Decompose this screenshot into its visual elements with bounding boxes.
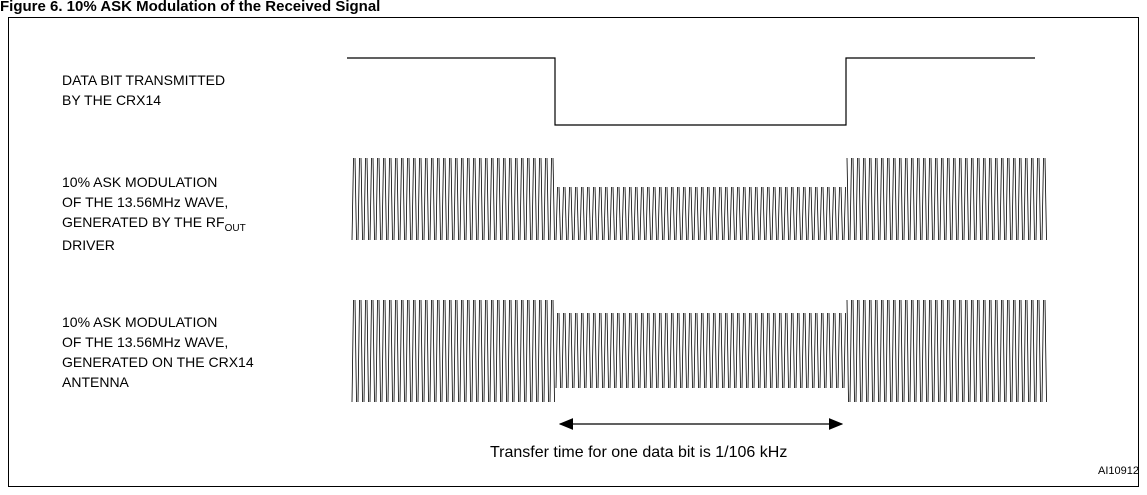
- data-bit-label-line-1: DATA BIT TRANSMITTED: [62, 72, 226, 88]
- rf-out-carrier-waveform: [351, 157, 1047, 241]
- rf-out-label-line-1: 10% ASK MODULATION: [62, 174, 218, 190]
- data-bit-waveform: [347, 57, 1035, 126]
- rf-out-label-line-3-text: GENERATED BY THE RF: [62, 214, 225, 230]
- antenna-carrier-path: [351, 299, 1047, 403]
- antenna-label: 10% ASK MODULATION OF THE 13.56MHz WAVE,…: [62, 312, 254, 392]
- transfer-time-note: Transfer time for one data bit is 1/106 …: [490, 444, 788, 461]
- rf-out-subscript: OUT: [224, 223, 246, 234]
- antenna-label-line-4: ANTENNA: [62, 374, 129, 390]
- figure-reference-id: AI10912: [1098, 465, 1139, 477]
- rf-out-label-line-2: OF THE 13.56MHz WAVE,: [62, 194, 229, 210]
- antenna-label-line-2: OF THE 13.56MHz WAVE,: [62, 334, 229, 350]
- antenna-label-line-1: 10% ASK MODULATION: [62, 314, 218, 330]
- diagram-frame: [8, 17, 1139, 487]
- antenna-label-line-3: GENERATED ON THE CRX14: [62, 354, 254, 370]
- rf-out-label-line-4: DRIVER: [62, 237, 115, 253]
- figure-caption: Figure 6. 10% ASK Modulation of the Rece…: [0, 0, 381, 15]
- antenna-carrier-waveform: [351, 299, 1047, 403]
- rf-out-carrier-path: [351, 157, 1047, 241]
- rf-out-label: 10% ASK MODULATION OF THE 13.56MHz WAVE,…: [62, 172, 246, 255]
- data-bit-label: DATA BIT TRANSMITTED BY THE CRX14: [62, 70, 225, 110]
- data-bit-label-line-2: BY THE CRX14: [62, 92, 162, 108]
- rf-out-label-line-3: GENERATED BY THE RFOUT: [62, 212, 246, 235]
